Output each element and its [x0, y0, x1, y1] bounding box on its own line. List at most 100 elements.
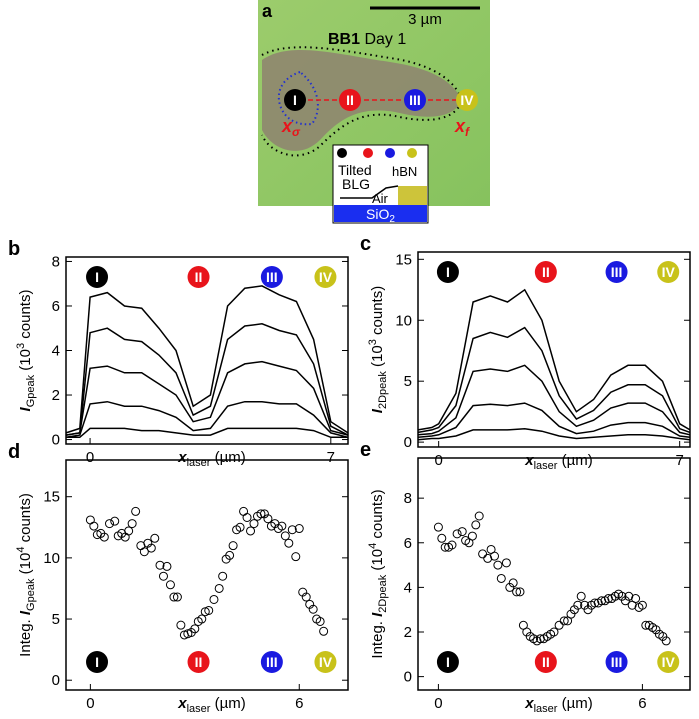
data-point	[85, 515, 95, 525]
marker-label: II	[346, 92, 354, 108]
data-point	[478, 549, 488, 559]
marker	[284, 89, 306, 111]
label-part: (µm)	[557, 452, 592, 469]
label-part: (µm)	[210, 695, 245, 712]
data-point	[291, 552, 301, 562]
label-part: I	[369, 612, 386, 617]
data-point	[139, 547, 149, 557]
data-point	[554, 620, 564, 630]
y-tick-label: 5	[404, 373, 412, 390]
inset-dot	[407, 148, 417, 158]
label-part: I	[369, 408, 386, 413]
data-point	[474, 511, 484, 521]
data-point	[467, 531, 477, 541]
label-part: 2Dpeak	[377, 371, 389, 409]
spectrum-line	[417, 427, 691, 441]
data-point	[228, 541, 238, 551]
label-part: laser	[534, 703, 558, 715]
label-part: Gpeak	[25, 578, 37, 611]
data-point	[315, 616, 325, 626]
label-part: 4	[367, 543, 379, 549]
data-point	[169, 592, 179, 602]
panel-label: a	[262, 1, 273, 21]
spectrum-line	[65, 323, 349, 436]
data-point	[146, 543, 156, 553]
x-axis-label: xlaser (µm)	[177, 695, 245, 715]
data-point	[158, 571, 168, 581]
x-tick-label: 6	[295, 695, 303, 712]
markers: I II III IV	[284, 89, 478, 111]
data-point	[580, 600, 590, 610]
sym: x	[281, 116, 293, 136]
label-part: x	[177, 449, 187, 466]
marker	[605, 651, 628, 673]
marker-label: III	[611, 654, 623, 670]
y-tick-label: 6	[404, 535, 412, 552]
flake-outline	[261, 46, 464, 157]
data-point	[641, 620, 651, 630]
spectrum-line	[417, 402, 691, 439]
marker-label: II	[195, 654, 203, 670]
inset-label: Tilted	[338, 162, 372, 178]
data-point	[172, 592, 182, 602]
data-point	[99, 532, 109, 542]
data-point	[661, 636, 671, 646]
marker-label: IV	[662, 654, 676, 670]
spectrum-line	[66, 427, 348, 439]
data-point	[483, 553, 493, 563]
marker	[314, 651, 337, 673]
data-point	[620, 596, 630, 606]
spectrum-line	[417, 288, 691, 431]
marker-label: III	[409, 92, 421, 108]
data-point	[597, 596, 607, 606]
data-point	[471, 520, 481, 530]
y-tick-label: 0	[52, 432, 60, 449]
data-point	[287, 525, 297, 535]
x-axis-label: xlaser (µm)	[177, 449, 245, 469]
inset: Tilted BLG Air hBN SiO2	[332, 144, 429, 225]
data-point	[150, 533, 160, 543]
label-part: (10	[369, 345, 386, 371]
data-point	[515, 587, 525, 597]
marker-label: I	[293, 92, 297, 108]
data-point	[631, 594, 641, 604]
y-tick-label: 0	[404, 669, 412, 686]
data-point	[658, 631, 668, 641]
data-point	[440, 542, 450, 552]
marker-label: II	[542, 264, 550, 280]
inset-dot	[385, 148, 395, 158]
sub: 2	[389, 214, 395, 225]
marker-label: I	[446, 264, 450, 280]
label-part: 2Dpeak	[377, 574, 389, 612]
data-point	[176, 620, 186, 630]
marker	[187, 266, 210, 288]
label-part: counts)	[369, 489, 386, 542]
label-part: counts)	[17, 290, 34, 343]
panel-label: e	[360, 439, 371, 461]
marker	[456, 89, 478, 111]
y-tick-label: 15	[43, 489, 60, 506]
marker-label: II	[195, 269, 203, 285]
marker-label: I	[95, 654, 99, 670]
marker	[314, 266, 337, 288]
marker-label: IV	[460, 92, 474, 108]
x-tick-label: 0	[86, 695, 94, 712]
y-tick-label: 0	[404, 434, 412, 451]
marker	[187, 651, 210, 673]
label-part: (µm)	[210, 449, 245, 466]
label-part: (10	[17, 553, 34, 579]
data-point	[284, 538, 294, 548]
data-point	[256, 509, 266, 519]
data-point	[277, 521, 287, 531]
data-point	[559, 616, 569, 626]
title-bold: BB1	[328, 31, 360, 48]
data-point	[197, 614, 207, 624]
label-part: laser	[187, 703, 211, 715]
data-point	[624, 591, 634, 601]
label-part: (10	[369, 549, 386, 575]
data-point	[437, 533, 447, 543]
marker-label: I	[446, 654, 450, 670]
data-point	[493, 560, 503, 570]
